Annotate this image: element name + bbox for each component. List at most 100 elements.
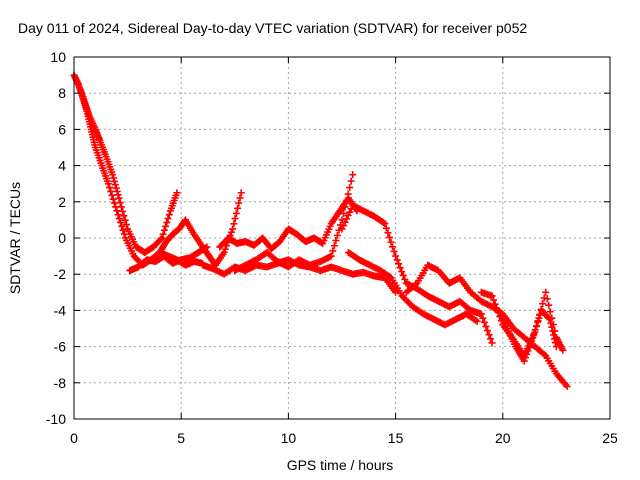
data-point [473, 317, 481, 325]
data-point [116, 199, 124, 207]
data-point [234, 204, 242, 212]
data-point [120, 212, 128, 220]
y-tick-label: 0 [58, 230, 66, 246]
data-point [552, 343, 560, 351]
y-tick-label: 2 [58, 194, 66, 210]
data-point [344, 190, 352, 198]
data-point [393, 256, 401, 264]
data-point [232, 209, 240, 217]
data-point [532, 322, 540, 330]
data-point [550, 331, 558, 339]
data-point [387, 238, 395, 246]
y-tick-label: -6 [54, 339, 67, 355]
data-point [487, 335, 495, 343]
data-point [220, 248, 228, 256]
axis-ticks: 0 5 10 15 20 25 -10 -8 -6 -4 -2 0 2 4 6 8 10 [46, 49, 618, 446]
data-point [327, 252, 335, 260]
series-track-12 [495, 306, 560, 365]
y-tick-label: 6 [58, 121, 66, 137]
data-point [386, 273, 394, 281]
data-point [525, 344, 533, 352]
data-point [110, 174, 118, 182]
x-tick-label: 15 [388, 430, 404, 446]
data-point [530, 330, 538, 338]
x-axis-label: GPS time / hours [287, 457, 394, 473]
data-point [543, 295, 551, 303]
data-point [340, 222, 348, 230]
data-point [112, 184, 120, 192]
data-point [346, 208, 354, 216]
data-point [221, 245, 229, 253]
data-point [343, 215, 351, 223]
data-point [160, 226, 168, 234]
data-point [163, 218, 171, 226]
data-point [111, 181, 119, 189]
data-points [70, 71, 571, 390]
data-point [114, 211, 122, 219]
y-tick-label: -2 [54, 266, 67, 282]
data-point [531, 326, 539, 334]
data-point [396, 264, 404, 272]
data-point [477, 310, 485, 318]
data-point [490, 296, 498, 304]
data-point [329, 247, 337, 255]
data-point [158, 234, 166, 242]
data-point [563, 382, 571, 390]
data-point [559, 346, 567, 354]
data-point [237, 189, 245, 197]
data-point [524, 347, 532, 355]
data-point [488, 292, 496, 300]
data-point [330, 242, 338, 250]
data-point [157, 235, 165, 243]
data-point [106, 184, 114, 192]
data-point [341, 203, 349, 211]
data-point [545, 314, 553, 322]
data-point [110, 177, 118, 185]
data-point [115, 215, 123, 223]
series-track-1 [70, 71, 207, 269]
data-point [528, 337, 536, 345]
x-tick-label: 25 [602, 430, 618, 446]
x-tick-label: 10 [281, 430, 297, 446]
data-point [491, 300, 499, 308]
x-tick-label: 5 [177, 430, 185, 446]
data-point [398, 268, 406, 276]
data-point [523, 350, 531, 358]
data-point [520, 357, 528, 365]
data-point [340, 209, 348, 217]
data-point [546, 315, 554, 323]
data-point [121, 216, 129, 224]
data-point [109, 195, 117, 203]
data-point [545, 301, 553, 309]
data-point [548, 323, 556, 331]
data-point [385, 233, 393, 241]
series-track-7 [231, 171, 357, 275]
data-point [227, 228, 235, 236]
data-point [332, 237, 340, 245]
data-point [235, 199, 243, 207]
data-point [347, 177, 355, 185]
data-point [231, 215, 239, 223]
data-point [401, 275, 409, 283]
grid-lines [74, 57, 610, 419]
data-point [117, 218, 125, 226]
data-point [165, 211, 173, 219]
data-point [535, 314, 543, 322]
data-point [551, 335, 559, 343]
data-point [341, 218, 349, 226]
data-point [482, 322, 490, 330]
data-point [346, 184, 354, 192]
data-point [526, 340, 534, 348]
data-point [480, 318, 488, 326]
data-point [109, 171, 117, 179]
data-point [412, 281, 420, 289]
data-point [117, 203, 125, 211]
data-point [479, 314, 487, 322]
data-point [384, 229, 392, 237]
data-point [483, 327, 491, 335]
chart-title: Day 011 of 2024, Sidereal Day-to-day VTE… [18, 20, 527, 36]
y-tick-label: 10 [50, 49, 66, 65]
data-point [343, 197, 351, 205]
data-point [122, 221, 130, 229]
